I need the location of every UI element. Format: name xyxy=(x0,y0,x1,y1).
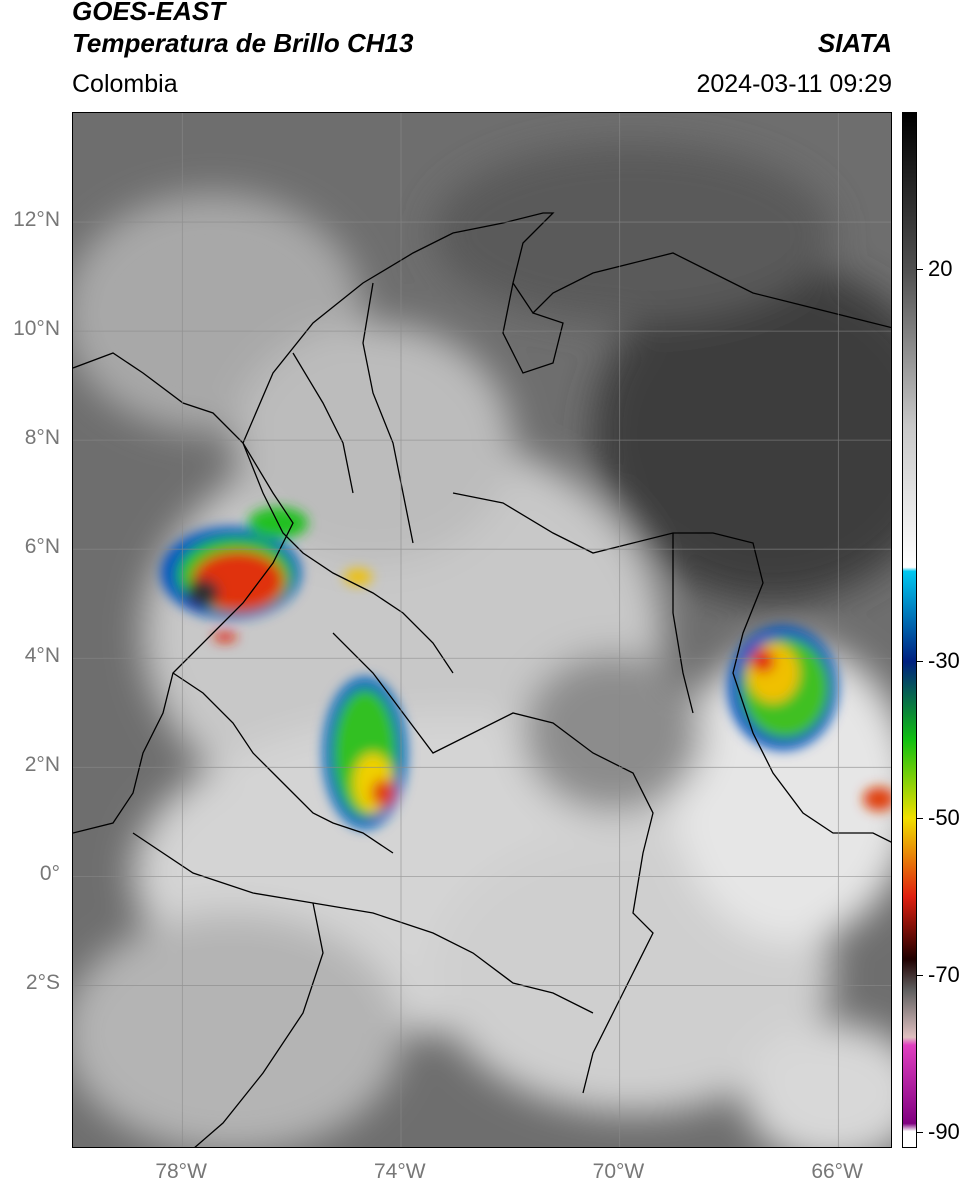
lon-tick-label: 70°W xyxy=(592,1160,645,1183)
colorbar-tick-label: -70 xyxy=(928,962,960,988)
coastlines-borders xyxy=(73,212,891,1147)
colorbar-tick-label: -30 xyxy=(928,648,960,674)
graticule xyxy=(73,113,891,1147)
colorbar-tick-mark xyxy=(917,975,923,977)
colorbar-tick-label: 20 xyxy=(928,255,953,281)
lat-tick-label: 8°N xyxy=(24,426,60,450)
brand-label: SIATA xyxy=(817,28,892,58)
timestamp-label: 2024-03-11 09:29 xyxy=(696,70,892,98)
lon-tick-label: 74°W xyxy=(374,1160,426,1183)
colorbar-tick-label: -90 xyxy=(928,1119,960,1145)
region-label: Colombia xyxy=(72,70,178,98)
lat-tick-label: 2°S xyxy=(25,971,60,995)
colorbar-tick-label: -50 xyxy=(928,805,960,831)
lat-tick-label: 6°N xyxy=(24,535,60,559)
colorbar-tick-mark xyxy=(917,268,923,270)
colorbar-tick-mark xyxy=(917,818,923,820)
lat-tick-label: 0° xyxy=(39,862,60,886)
lon-tick-label: 78°W xyxy=(155,1160,207,1183)
map-canvas xyxy=(73,113,891,1147)
colorbar-tick-mark xyxy=(917,661,923,663)
product-title: Temperatura de Brillo CH13 xyxy=(72,28,414,58)
lat-tick-label: 10°N xyxy=(13,317,60,341)
lat-tick-label: 12°N xyxy=(13,208,60,232)
satellite-map[interactable] xyxy=(72,112,892,1148)
lon-tick-label: 66°W xyxy=(811,1160,863,1183)
colorbar-tick-mark xyxy=(917,1132,923,1134)
satellite-title: GOES-EAST xyxy=(72,0,226,26)
lat-tick-label: 4°N xyxy=(24,644,60,668)
colorbar xyxy=(902,112,917,1148)
convective-cells xyxy=(161,507,891,829)
lat-tick-label: 2°N xyxy=(24,753,60,777)
